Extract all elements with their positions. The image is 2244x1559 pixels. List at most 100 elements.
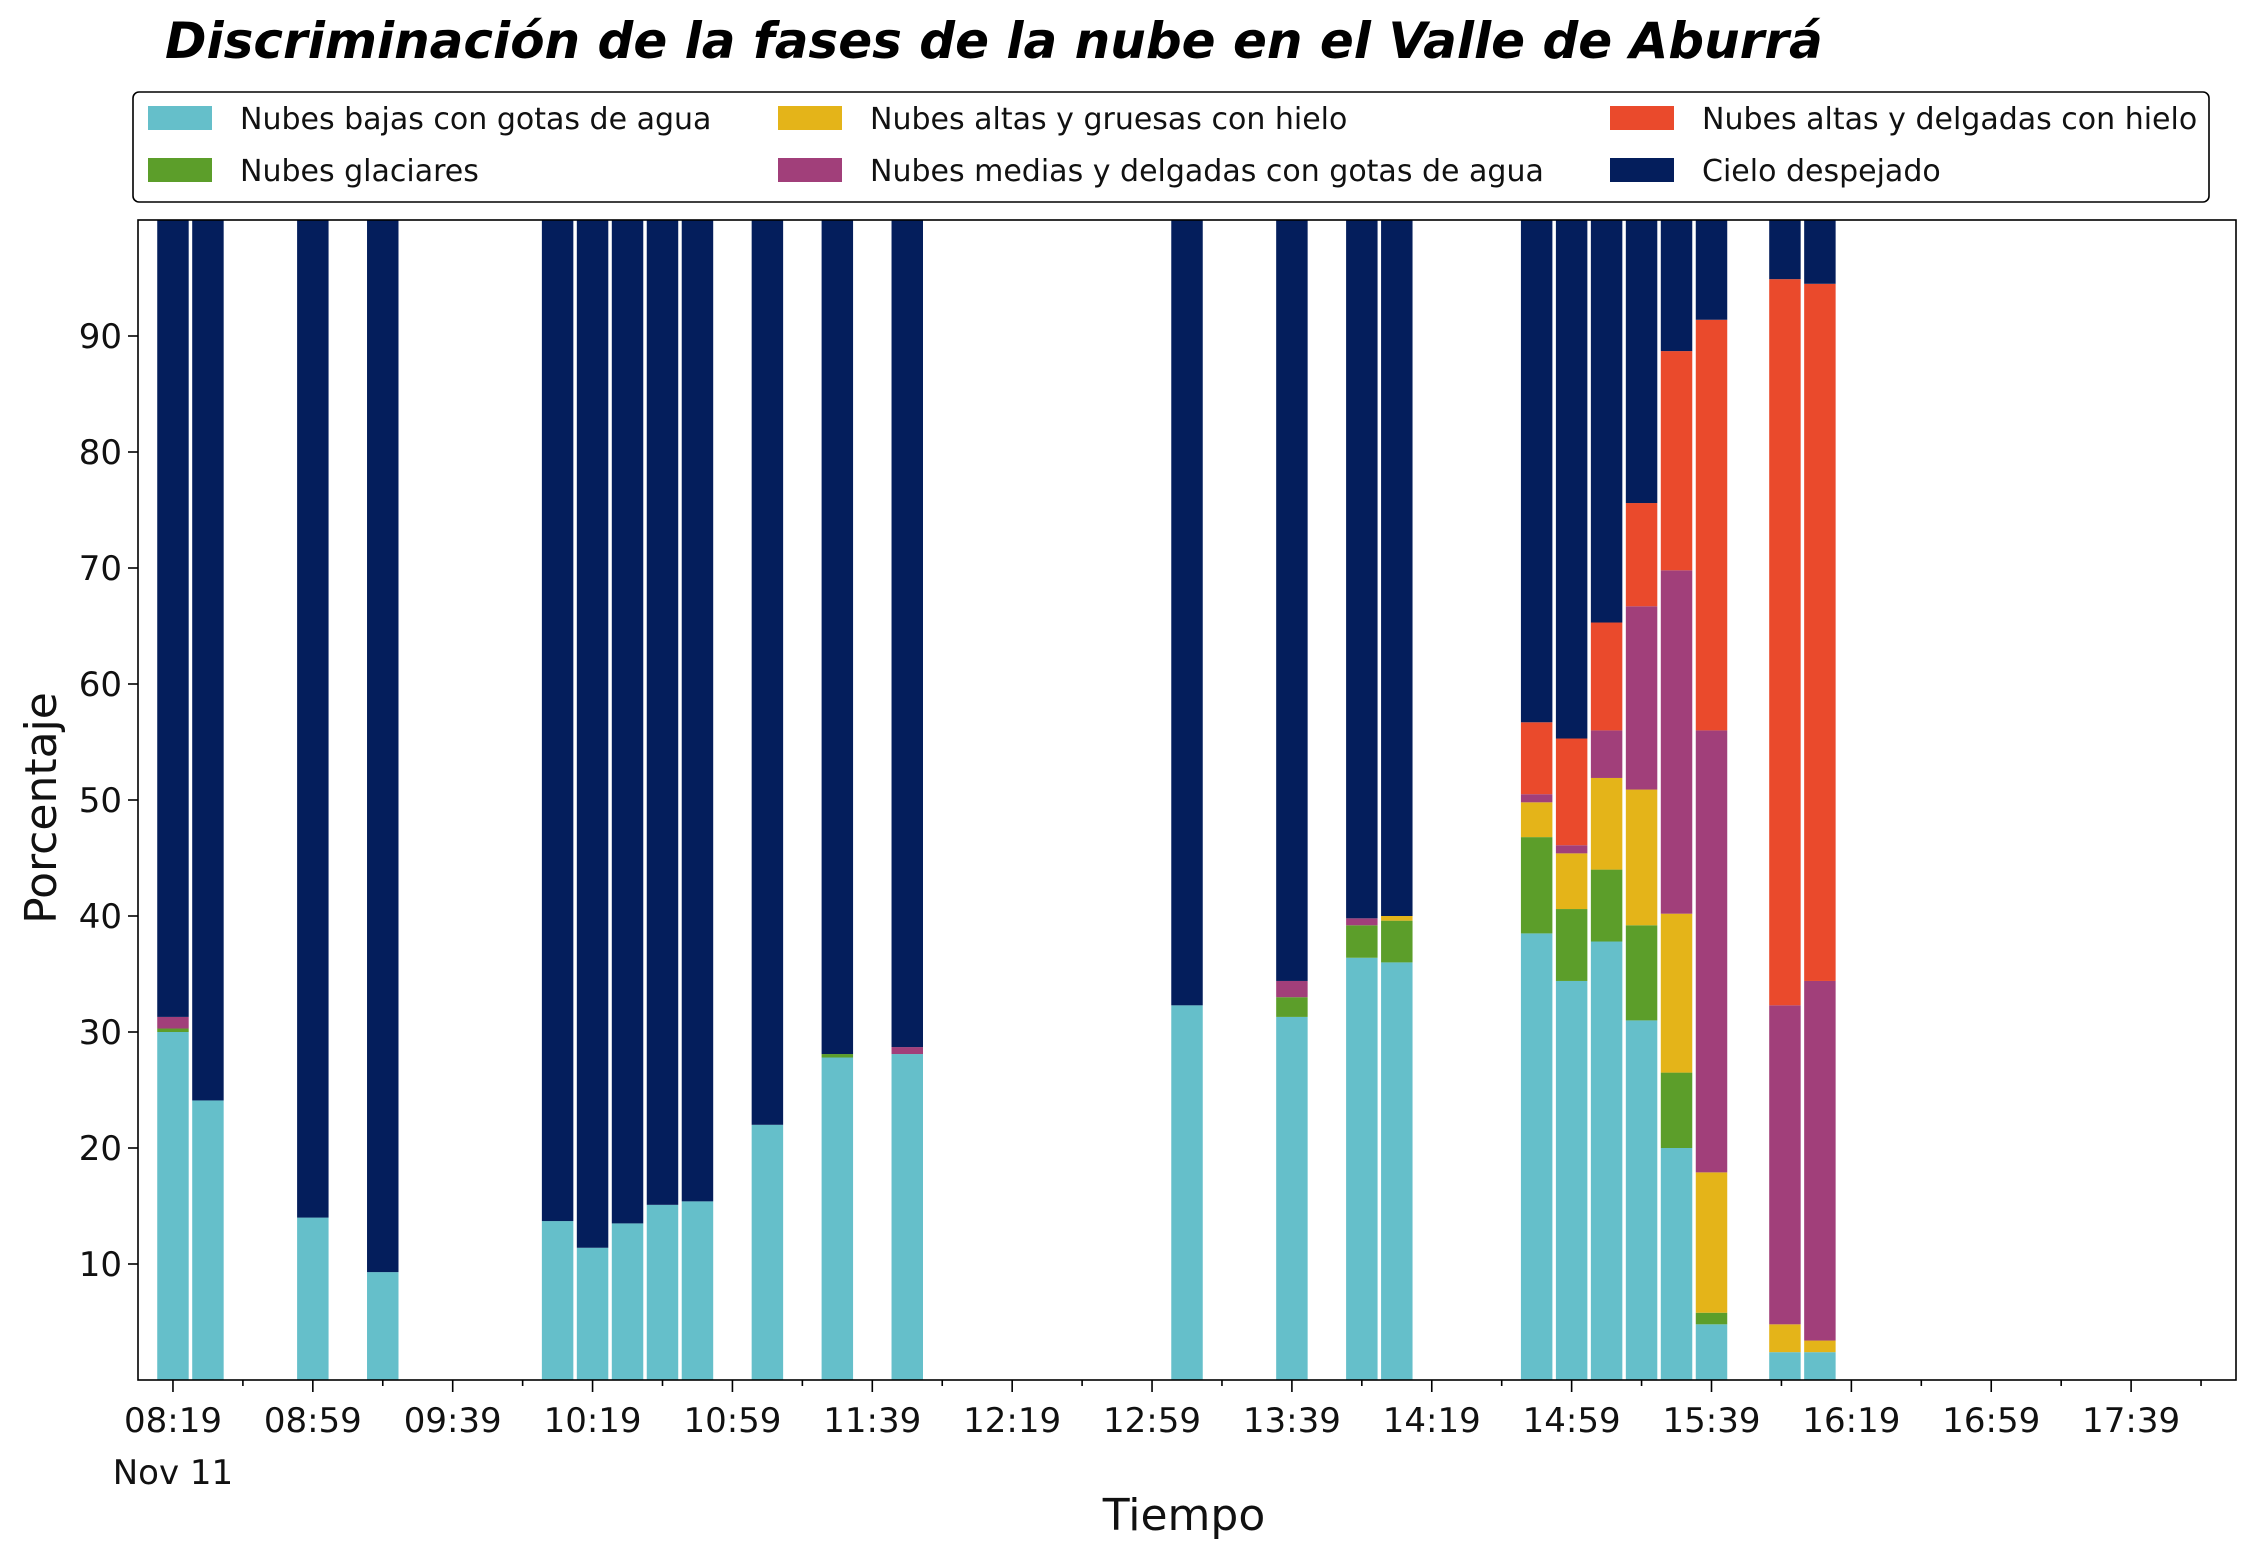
y-tick-label-90: 90 <box>79 317 122 357</box>
bar-segment-1359-s0 <box>1346 957 1378 1380</box>
bar-segment-1610-s5 <box>1804 220 1836 284</box>
bar-segment-1539-s3 <box>1695 730 1728 1173</box>
bar-segment-1359-s3 <box>1346 918 1378 926</box>
x-tick-label-1139: 11:39 <box>823 1401 921 1441</box>
y-axis: 10 20 30 40 50 60 70 80 90 <box>79 317 138 1285</box>
x-tick-label-1459: 14:59 <box>1523 1401 1621 1441</box>
bar-segment-0819-s1 <box>157 1028 189 1032</box>
bars-group <box>157 220 1836 1380</box>
bar-segment-0819-s5 <box>157 220 189 1017</box>
bar-segment-1529-s2 <box>1660 913 1693 1073</box>
legend-swatch-3 <box>778 158 842 182</box>
bar-segment-1539-s2 <box>1695 1172 1728 1313</box>
bar-segment-1449-s2 <box>1520 802 1553 838</box>
bar-segment-1449-s4 <box>1520 722 1553 795</box>
x-tick-label-1259: 12:59 <box>1103 1401 1201 1441</box>
bar-segment-1049-s0 <box>681 1201 714 1380</box>
y-tick-label-50: 50 <box>79 781 122 821</box>
bar-segment-1409-s2 <box>1381 916 1413 921</box>
bar-segment-1539-s4 <box>1695 319 1728 731</box>
legend-swatch-0 <box>148 106 212 130</box>
y-tick-label-60: 60 <box>79 665 122 705</box>
y-tick-label-70: 70 <box>79 549 122 589</box>
x-tick-label-1019: 10:19 <box>544 1401 642 1441</box>
bar-segment-1519-s0 <box>1625 1020 1658 1380</box>
legend-swatch-4 <box>1610 106 1674 130</box>
bar-segment-1019-s0 <box>576 1247 609 1380</box>
bar-segment-1529-s3 <box>1660 570 1693 914</box>
bar-segment-1449-s0 <box>1520 933 1553 1380</box>
bar-segment-0829-s0 <box>192 1100 224 1380</box>
legend-swatch-1 <box>148 158 212 182</box>
bar-segment-1129-s5 <box>821 220 854 1055</box>
y-tick-label-30: 30 <box>79 1013 122 1053</box>
y-tick-label-10: 10 <box>79 1245 122 1285</box>
bar-segment-1409-s1 <box>1381 920 1413 963</box>
y-tick-label-80: 80 <box>79 433 122 473</box>
bar-segment-1359-s1 <box>1346 925 1378 958</box>
bar-segment-1149-s5 <box>891 220 923 1048</box>
bar-segment-1449-s5 <box>1520 220 1553 723</box>
bar-segment-1519-s4 <box>1625 503 1658 607</box>
bar-segment-1519-s3 <box>1625 606 1658 790</box>
x-tick-label-1539: 15:39 <box>1663 1401 1761 1441</box>
bar-segment-1339-s0 <box>1276 1016 1308 1380</box>
bar-segment-1509-s1 <box>1590 869 1623 942</box>
bar-segment-1309-s0 <box>1171 1005 1203 1380</box>
legend-label-2: Nubes altas y gruesas con hielo <box>870 102 1347 137</box>
bar-segment-1459-s3 <box>1555 845 1588 854</box>
bar-segment-1519-s2 <box>1625 789 1658 926</box>
bar-segment-1600-s4 <box>1769 279 1801 1006</box>
x-tick-label-0939: 09:39 <box>404 1401 502 1441</box>
bar-segment-1459-s4 <box>1555 738 1588 846</box>
bar-segment-1459-s1 <box>1555 909 1588 981</box>
bar-segment-1339-s1 <box>1276 997 1308 1017</box>
bar-segment-1029-s0 <box>611 1223 644 1380</box>
bar-segment-1449-s3 <box>1520 794 1553 803</box>
bar-segment-1539-s0 <box>1695 1324 1728 1380</box>
bar-segment-1359-s5 <box>1346 220 1378 919</box>
bar-segment-1409-s5 <box>1381 220 1413 916</box>
x-tick-label-1339: 13:39 <box>1243 1401 1341 1441</box>
bar-segment-1109-s5 <box>751 220 784 1125</box>
bar-segment-1509-s4 <box>1590 622 1623 731</box>
bar-segment-1509-s2 <box>1590 777 1623 870</box>
bar-segment-0919-s0 <box>367 1272 399 1380</box>
x-axis: 08:19 Nov 11 08:59 09:39 10:19 10:59 11:39 12:1… <box>113 1380 2202 1493</box>
bar-segment-1600-s2 <box>1769 1324 1801 1353</box>
legend-label-0: Nubes bajas con gotas de agua <box>240 102 711 137</box>
x-tick-date-label: Nov 11 <box>113 1453 233 1493</box>
bar-segment-1509-s0 <box>1590 941 1623 1380</box>
bar-segment-1529-s1 <box>1660 1072 1693 1148</box>
legend-box <box>132 91 2210 203</box>
x-tick-label-1619: 16:19 <box>1802 1401 1900 1441</box>
bar-segment-1519-s5 <box>1625 220 1658 504</box>
bar-segment-1149-s0 <box>891 1054 923 1380</box>
bar-segment-1610-s2 <box>1804 1340 1836 1353</box>
x-tick-label-0859: 08:59 <box>264 1401 362 1441</box>
bar-segment-1009-s0 <box>541 1221 574 1380</box>
bar-segment-1029-s5 <box>611 220 644 1224</box>
bar-segment-1409-s0 <box>1381 962 1413 1380</box>
bar-segment-0859-s5 <box>297 220 329 1218</box>
bar-segment-1529-s4 <box>1660 351 1693 571</box>
bar-segment-1129-s0 <box>821 1057 854 1380</box>
bar-segment-1459-s2 <box>1555 853 1588 910</box>
bar-segment-0819-s0 <box>157 1032 189 1380</box>
x-tick-label-1659: 16:59 <box>1942 1401 2040 1441</box>
bar-segment-1610-s3 <box>1804 980 1836 1341</box>
bar-segment-1339-s3 <box>1276 980 1308 998</box>
bar-segment-1509-s5 <box>1590 220 1623 623</box>
y-tick-label-20: 20 <box>79 1129 122 1169</box>
legend-label-4: Nubes altas y delgadas con hielo <box>1702 102 2197 137</box>
bar-segment-1600-s0 <box>1769 1352 1801 1380</box>
bar-segment-1459-s5 <box>1555 220 1588 739</box>
bar-segment-1129-s1 <box>821 1054 854 1058</box>
bar-segment-1509-s3 <box>1590 730 1623 778</box>
bar-segment-1610-s4 <box>1804 283 1836 981</box>
bar-segment-1049-s5 <box>681 220 714 1202</box>
x-tick-label-1059: 10:59 <box>683 1401 781 1441</box>
x-tick-label-0819: 08:19 <box>124 1401 222 1441</box>
legend-swatch-5 <box>1610 158 1674 182</box>
